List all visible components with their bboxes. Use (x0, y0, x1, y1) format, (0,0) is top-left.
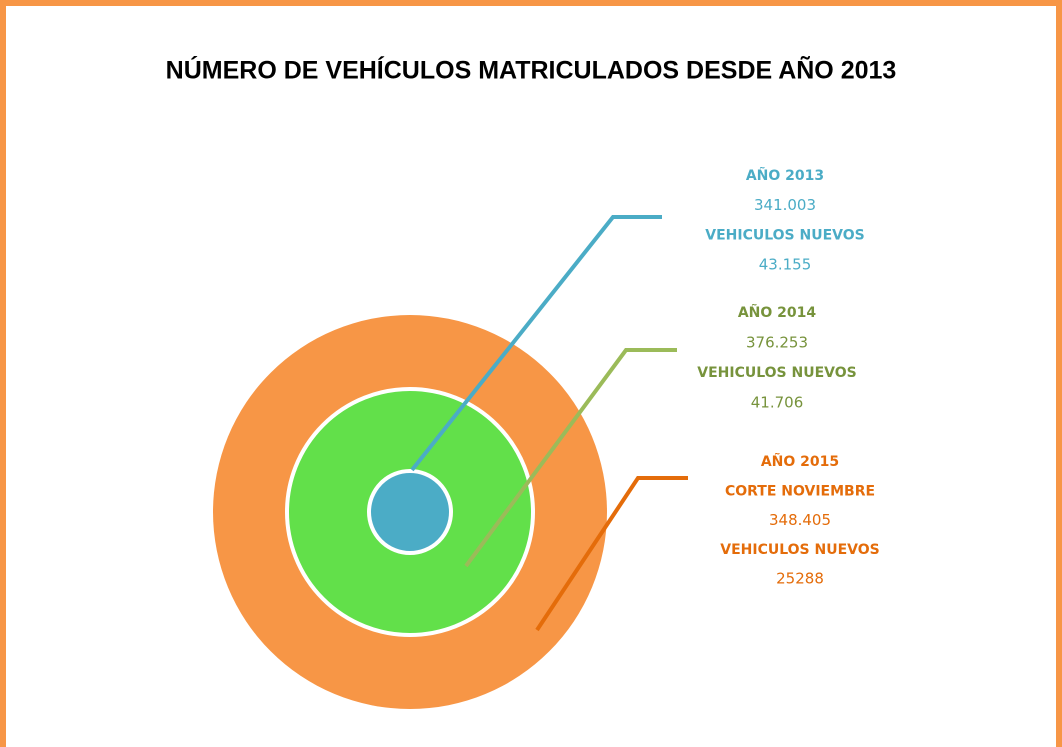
labels: AÑO 2013 341.003 VEHICULOS NUEVOS 43.155 AÑO… (697, 167, 879, 588)
label-line: 25288 (776, 570, 824, 588)
label-line: 348.405 (769, 511, 831, 529)
label-line: 43.155 (759, 256, 812, 274)
title: NÚMERO DE VEHÍCULOS MATRICULADOS DESDE A… (166, 55, 897, 85)
label-line: CORTE NOVIEMBRE (725, 483, 875, 499)
leader-line (410, 215, 662, 472)
label-line: 41.706 (751, 394, 804, 412)
label-line: VEHICULOS NUEVOS (720, 542, 879, 558)
leader-line (535, 476, 688, 632)
label-line: 376.253 (746, 334, 808, 352)
label-line: 341.003 (754, 196, 816, 214)
inner-circle (367, 469, 453, 555)
label-line: AÑO 2015 (761, 453, 839, 470)
leader-line (464, 348, 677, 568)
label-line: AÑO 2013 (746, 167, 824, 184)
label-line: VEHICULOS NUEVOS (705, 227, 864, 243)
label-line: VEHICULOS NUEVOS (697, 365, 856, 381)
label-line: AÑO 2014 (738, 304, 817, 321)
